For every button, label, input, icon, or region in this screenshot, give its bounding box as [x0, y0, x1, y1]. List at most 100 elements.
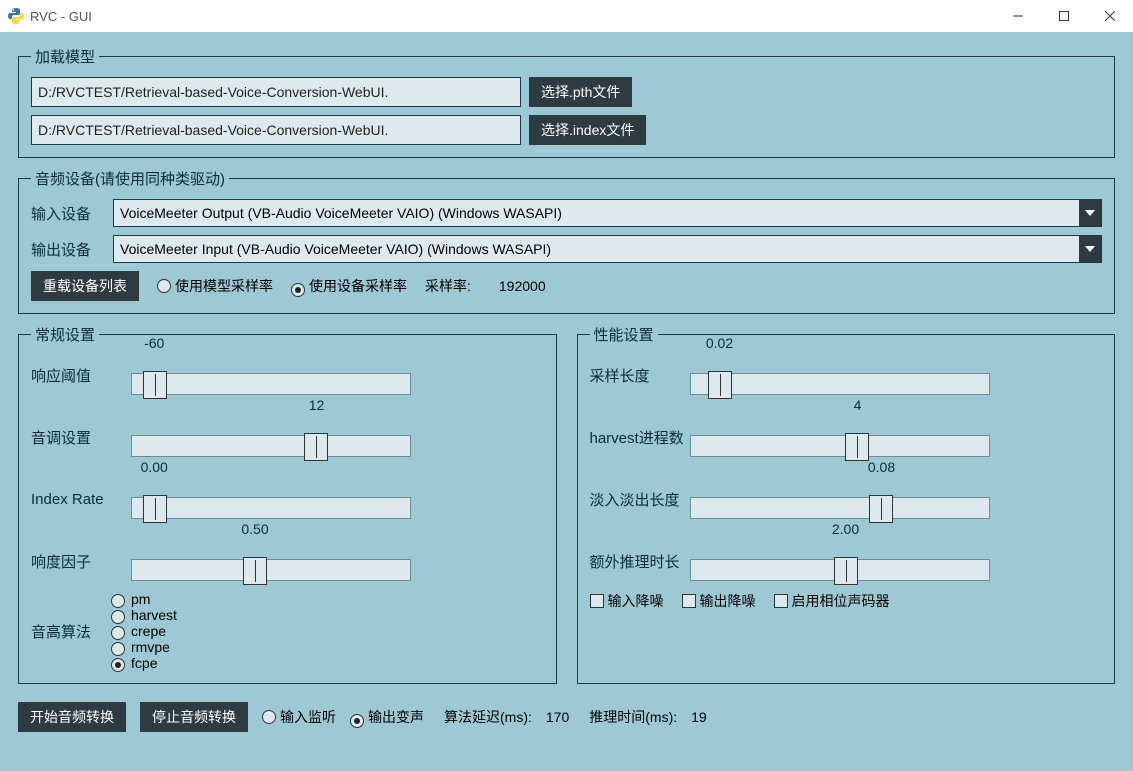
- slider-thumb[interactable]: [243, 557, 267, 585]
- checkbox-icon: [774, 594, 788, 608]
- slider-value: 0.02: [706, 335, 733, 351]
- index-path-input[interactable]: [31, 115, 521, 145]
- window-title: RVC - GUI: [30, 9, 995, 24]
- slider-value: 4: [854, 397, 862, 413]
- slider-row-pitch: 音调设置12: [31, 417, 544, 457]
- audio-devices-group: 音频设备(请使用同种类驱动) 输入设备 VoiceMeeter Output (…: [18, 168, 1115, 314]
- output-device-select[interactable]: VoiceMeeter Input (VB-Audio VoiceMeeter …: [113, 235, 1102, 263]
- slider-label: 采样长度: [590, 365, 690, 386]
- slider-loudness[interactable]: 0.50: [131, 541, 411, 581]
- input-denoise-check[interactable]: 输入降噪: [590, 591, 664, 611]
- slider-threshold[interactable]: -60: [131, 355, 411, 395]
- algo-radio-fcpe[interactable]: fcpe: [111, 655, 177, 671]
- minimize-button[interactable]: [995, 0, 1041, 32]
- checkbox-icon: [682, 594, 696, 608]
- algo-radio-crepe[interactable]: crepe: [111, 623, 177, 639]
- monitor-radio-wrap[interactable]: 输入监听: [262, 707, 336, 727]
- algo-radio-pm[interactable]: pm: [111, 591, 177, 607]
- slider-label: 响应阈值: [31, 365, 131, 386]
- slider-thumb[interactable]: [143, 371, 167, 399]
- slider-thumb[interactable]: [708, 371, 732, 399]
- slider-track: [690, 497, 990, 519]
- slider-track: [690, 435, 990, 457]
- algo-label-text: crepe: [131, 623, 166, 639]
- maximize-button[interactable]: [1041, 0, 1087, 32]
- slider-label: 响度因子: [31, 551, 131, 572]
- input-device-select[interactable]: VoiceMeeter Output (VB-Audio VoiceMeeter…: [113, 199, 1102, 227]
- slider-index_rate[interactable]: 0.00: [131, 479, 411, 519]
- performance-settings-group: 性能设置 采样长度0.02harvest进程数4淡入淡出长度0.08额外推理时长…: [577, 324, 1116, 684]
- radio-icon: [350, 714, 364, 728]
- algo-label-text: pm: [131, 591, 150, 607]
- general-legend: 常规设置: [31, 324, 99, 345]
- radio-icon: [111, 610, 125, 624]
- slider-track: [131, 559, 411, 581]
- algo-delay-value: 170: [546, 709, 569, 725]
- radio-icon: [157, 279, 171, 293]
- slider-label: harvest进程数: [590, 427, 690, 448]
- output-device-value: VoiceMeeter Input (VB-Audio VoiceMeeter …: [114, 241, 1079, 257]
- select-pth-button[interactable]: 选择.pth文件: [529, 77, 632, 107]
- input-device-label: 输入设备: [31, 203, 101, 224]
- input-device-value: VoiceMeeter Output (VB-Audio VoiceMeeter…: [114, 205, 1079, 221]
- slider-row-index_rate: Index Rate0.00: [31, 479, 544, 519]
- algo-radio-harvest[interactable]: harvest: [111, 607, 177, 623]
- radio-icon: [111, 626, 125, 640]
- titlebar: RVC - GUI: [0, 0, 1133, 32]
- phase-vocoder-check[interactable]: 启用相位声码器: [774, 591, 890, 611]
- slider-thumb[interactable]: [869, 495, 893, 523]
- audio-devices-legend: 音频设备(请使用同种类驱动): [31, 168, 229, 189]
- slider-thumb[interactable]: [304, 433, 328, 461]
- radio-icon: [111, 594, 125, 608]
- slider-row-fade_len: 淡入淡出长度0.08: [590, 479, 1103, 519]
- slider-pitch[interactable]: 12: [131, 417, 411, 457]
- select-index-button[interactable]: 选择.index文件: [529, 115, 646, 145]
- slider-track: [131, 373, 411, 395]
- voice-radio-wrap[interactable]: 输出变声: [350, 707, 424, 727]
- slider-row-sample_len: 采样长度0.02: [590, 355, 1103, 395]
- slider-thumb[interactable]: [143, 495, 167, 523]
- algo-label: 音高算法: [31, 621, 91, 642]
- slider-label: 音调设置: [31, 427, 131, 448]
- algo-radio-rmvpe[interactable]: rmvpe: [111, 639, 177, 655]
- slider-fade_len[interactable]: 0.08: [690, 479, 990, 519]
- sample-rate-label: 采样率:: [425, 276, 471, 296]
- algo-delay-label: 算法延迟(ms):: [444, 707, 532, 727]
- slider-label: 额外推理时长: [590, 551, 690, 572]
- slider-row-harvest_n: harvest进程数4: [590, 417, 1103, 457]
- slider-value: 0.08: [868, 459, 895, 475]
- chevron-down-icon: [1079, 200, 1101, 226]
- slider-sample_len[interactable]: 0.02: [690, 355, 990, 395]
- infer-time-label: 推理时间(ms):: [589, 707, 677, 727]
- radio-icon: [262, 710, 276, 724]
- algo-label-text: rmvpe: [131, 639, 170, 655]
- bottom-bar: 开始音频转换 停止音频转换 输入监听 输出变声 算法延迟(ms): 170 推理…: [18, 702, 1115, 732]
- start-convert-button[interactable]: 开始音频转换: [18, 702, 126, 732]
- load-model-legend: 加载模型: [31, 46, 99, 67]
- radio-icon: [111, 658, 125, 672]
- slider-thumb[interactable]: [845, 433, 869, 461]
- slider-thumb[interactable]: [834, 557, 858, 585]
- sr-device-radio-wrap[interactable]: 使用设备采样率: [291, 276, 407, 296]
- sample-rate-value: 192000: [499, 278, 546, 294]
- slider-track: [131, 497, 411, 519]
- load-model-group: 加载模型 选择.pth文件 选择.index文件: [18, 46, 1115, 158]
- pth-path-input[interactable]: [31, 77, 521, 107]
- output-denoise-check[interactable]: 输出降噪: [682, 591, 756, 611]
- stop-convert-button[interactable]: 停止音频转换: [140, 702, 248, 732]
- slider-value: 0.00: [141, 459, 168, 475]
- slider-harvest_n[interactable]: 4: [690, 417, 990, 457]
- slider-value: 0.50: [241, 521, 268, 537]
- slider-extra_infer[interactable]: 2.00: [690, 541, 990, 581]
- content-area: 加载模型 选择.pth文件 选择.index文件 音频设备(请使用同种类驱动) …: [0, 32, 1133, 771]
- algo-label-text: harvest: [131, 607, 177, 623]
- close-button[interactable]: [1087, 0, 1133, 32]
- sr-model-radio-wrap[interactable]: 使用模型采样率: [157, 276, 273, 296]
- slider-row-loudness: 响度因子0.50: [31, 541, 544, 581]
- algo-label-text: fcpe: [131, 655, 157, 671]
- slider-track: [690, 373, 990, 395]
- slider-row-threshold: 响应阈值-60: [31, 355, 544, 395]
- reload-devices-button[interactable]: 重载设备列表: [31, 271, 139, 301]
- checkbox-icon: [590, 594, 604, 608]
- slider-label: Index Rate: [31, 491, 131, 508]
